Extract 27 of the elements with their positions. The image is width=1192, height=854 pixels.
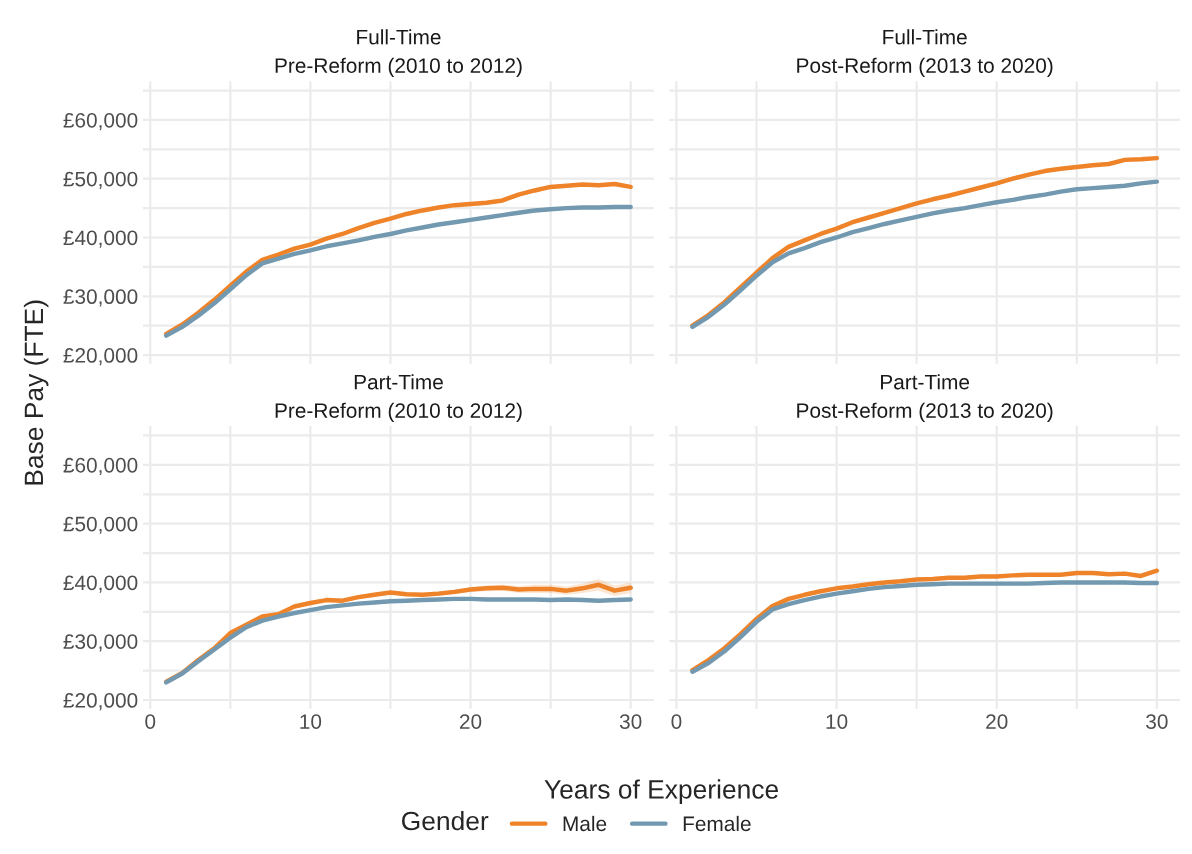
y-tick-label: £60,000 [63, 457, 138, 476]
legend-label: Female [683, 815, 751, 832]
x-tick-label: 20 [986, 714, 1008, 729]
chart-title: Part-Time Pre-Reform (2010 to 2012) [275, 374, 522, 423]
legend-label: Male [563, 815, 607, 832]
x-axis-title: Years of Experience [544, 779, 778, 804]
x-tick-label: 0 [671, 714, 682, 729]
y-tick-label: £50,000 [63, 516, 138, 534]
x-tick-label: 10 [300, 714, 322, 729]
y-tick-label: £20,000 [63, 348, 138, 366]
y-tick-label: £20,000 [63, 693, 138, 711]
y-tick-label: £30,000 [63, 289, 138, 307]
x-tick-label: 30 [619, 714, 642, 729]
chart-title: Full-Time Pre-Reform (2010 to 2012) [275, 29, 522, 78]
x-tick-label: 0 [145, 714, 156, 729]
y-tick-label: £60,000 [63, 112, 138, 131]
x-tick-label: 20 [460, 714, 482, 729]
legend-title: Gender [402, 810, 489, 831]
y-tick-label: £40,000 [63, 230, 138, 248]
y-tick-label: £40,000 [63, 575, 138, 593]
chart-title: Full-Time Post-Reform (2013 to 2020) [797, 29, 1053, 78]
y-axis-title: Base Pay (FTE) [23, 300, 49, 485]
y-tick-label: £50,000 [63, 171, 138, 189]
chart-title: Part-Time Post-Reform (2013 to 2020) [797, 374, 1053, 423]
x-tick-label: 30 [1146, 714, 1168, 729]
y-tick-label: £30,000 [63, 634, 138, 652]
x-tick-label: 10 [826, 714, 848, 729]
